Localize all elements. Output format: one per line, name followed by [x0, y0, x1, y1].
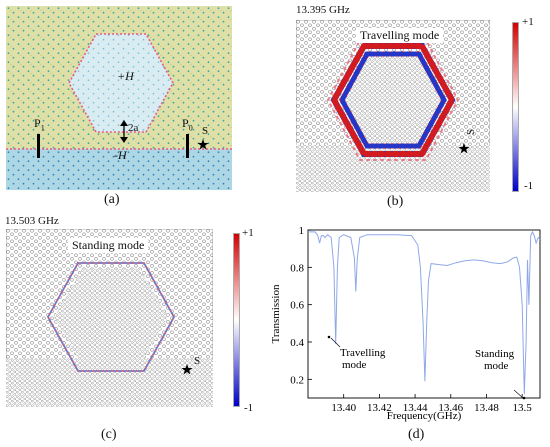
annotation-travelling: Travelling mode	[340, 347, 388, 371]
x-tick-label: 13.44	[403, 402, 428, 414]
panel-c-figure	[6, 229, 213, 407]
y-tick-label: 1	[299, 225, 305, 237]
lower-region-label: -H	[114, 148, 127, 162]
colorbar-b	[512, 22, 519, 192]
source-label-a: S	[202, 125, 209, 137]
x-axis-label: Frequency(GHz)	[387, 410, 462, 422]
mode-label-c: Standing mode	[68, 238, 149, 253]
x-tick-label: 13.46	[438, 402, 463, 414]
colorbar-c	[233, 233, 240, 407]
standing-mode-ring	[46, 262, 176, 372]
y-tick-label: 0.6	[290, 300, 304, 312]
source-label-b: S	[465, 128, 477, 135]
frequency-c: 13.503 GHz	[5, 215, 59, 227]
source-star-c	[181, 364, 193, 375]
panel-a-label: (a)	[104, 192, 120, 207]
y-tick-label: 0.2	[290, 374, 304, 386]
colorbar-c-min: -1	[244, 402, 254, 414]
port-p0-label: P0	[182, 116, 193, 133]
annotation-standing-line2: mode	[484, 360, 509, 372]
frequency-b: 13.395 GHz	[296, 4, 350, 16]
x-tick-label: 13.48	[474, 402, 499, 414]
upper-region-label: +H	[117, 69, 134, 83]
colorbar-c-max: +1	[242, 227, 254, 239]
x-tick-label: 13.5	[513, 402, 533, 414]
panel-a-figure	[6, 6, 232, 190]
source-star-b	[458, 143, 470, 154]
y-tick-label: 0.4	[290, 337, 304, 349]
y-tick-label: 0.8	[290, 262, 304, 274]
plot-frame	[307, 229, 541, 399]
annotation-standing: Standing mode	[475, 348, 517, 372]
panel-c-label: (c)	[101, 427, 117, 442]
inner-hexagon	[68, 33, 174, 133]
transmission-series-line	[308, 230, 541, 395]
annotation-travelling-line1: Travelling	[340, 347, 386, 359]
source-star-a	[197, 139, 209, 150]
gap-label: 2a	[128, 122, 139, 134]
transmission-chart: 13.40 13.42 13.44 13.46 13.48 13.5 0.2 0.4 0.6 0.…	[270, 225, 541, 422]
x-tick-label: 13.40	[331, 402, 356, 414]
source-label-c: S	[194, 355, 201, 367]
panel-b-label: (b)	[387, 194, 404, 209]
panel-b-figure	[296, 20, 490, 192]
colorbar-b-min: -1	[524, 180, 534, 192]
annotation-standing-line1: Standing	[475, 348, 515, 360]
x-tick-label: 13.42	[367, 402, 392, 414]
port-p1-label: P1	[34, 116, 45, 133]
panel-d-label: (d)	[408, 427, 425, 442]
annotation-travelling-line2: mode	[342, 359, 367, 371]
y-axis-label: Transmission	[270, 284, 282, 343]
colorbar-b-max: +1	[522, 16, 534, 28]
travelling-mode-ring	[326, 39, 460, 161]
mode-label-b: Travelling mode	[356, 28, 444, 43]
